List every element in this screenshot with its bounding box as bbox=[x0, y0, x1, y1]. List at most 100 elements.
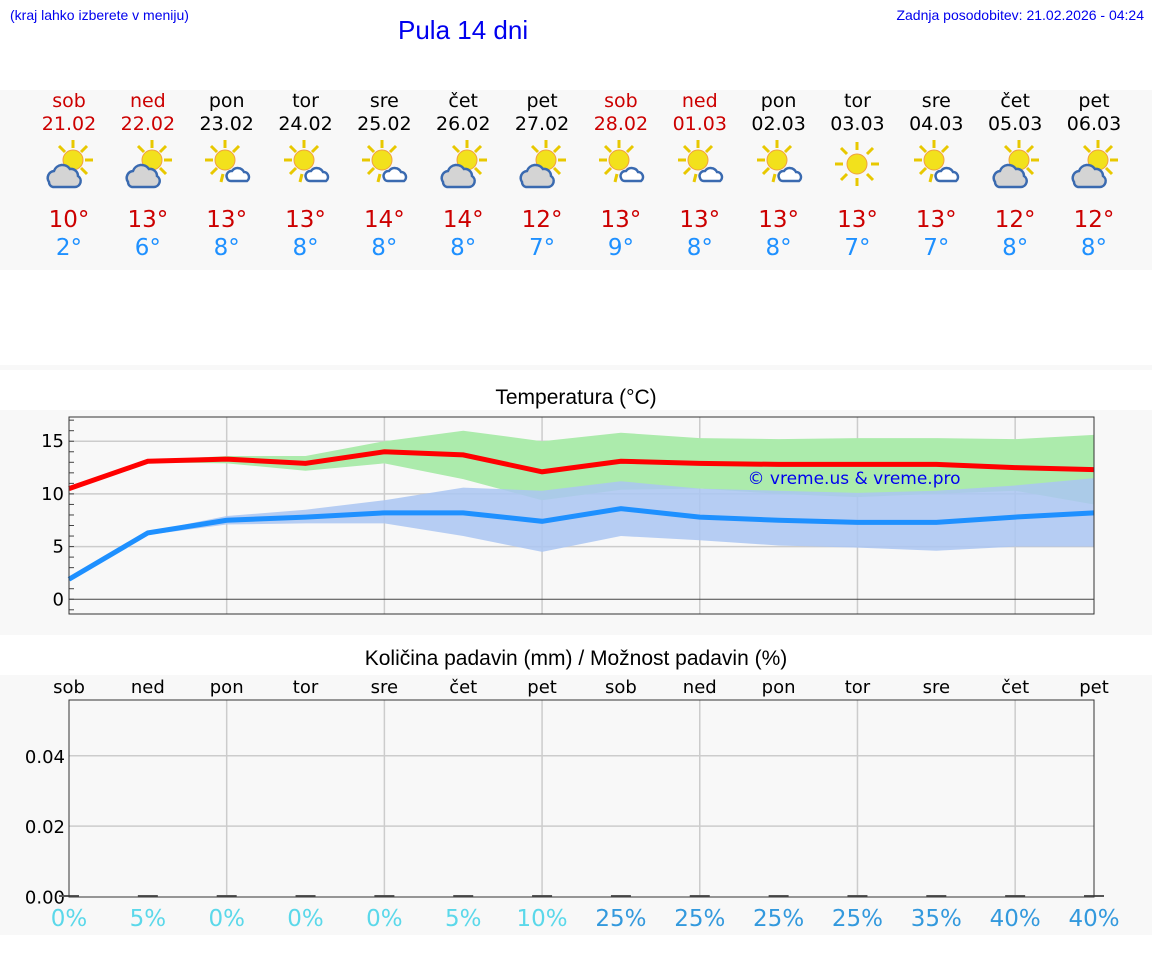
max-temperature: 13° bbox=[758, 207, 799, 233]
max-temperature: 13° bbox=[915, 207, 957, 233]
min-temperature: 8° bbox=[450, 235, 477, 261]
y-tick-label: 0 bbox=[53, 589, 64, 610]
day-date: 27.02 bbox=[514, 113, 570, 135]
sun-small-cloud-icon bbox=[344, 138, 424, 190]
max-temperature: 12° bbox=[1073, 207, 1115, 233]
precipitation-bar bbox=[847, 895, 868, 897]
day-label: pet bbox=[527, 677, 557, 698]
precipitation-bar bbox=[137, 895, 158, 897]
day-column: pet 06.03 12° 8° bbox=[1054, 90, 1134, 262]
day-label: čet bbox=[449, 677, 477, 698]
precipitation-bar bbox=[374, 895, 395, 897]
min-temperature: 8° bbox=[213, 235, 240, 261]
min-temperature: 2° bbox=[55, 235, 83, 261]
day-date: 03.03 bbox=[830, 113, 885, 135]
plot-frame bbox=[68, 699, 1095, 898]
day-name: pet bbox=[526, 90, 558, 112]
min-temperature: 6° bbox=[134, 235, 161, 261]
precipitation-bar bbox=[216, 895, 237, 897]
plot-area bbox=[69, 700, 1094, 897]
max-temperature: 12° bbox=[521, 207, 563, 233]
min-temperature: 8° bbox=[765, 235, 792, 261]
day-name: pet bbox=[1078, 90, 1110, 112]
y-tick-label: 0.00 bbox=[25, 887, 65, 908]
max-temperature: 13° bbox=[600, 207, 642, 233]
precipitation-probability: 5% bbox=[130, 906, 167, 932]
sun-small-cloud-icon bbox=[187, 138, 267, 190]
precipitation-probability: 0% bbox=[51, 906, 88, 932]
precipitation-bar bbox=[453, 895, 474, 897]
last-updated: Zadnja posodobitev: 21.02.2026 - 04:24 bbox=[896, 7, 1144, 23]
day-column: pet 27.02 12° 7° bbox=[502, 90, 582, 262]
day-date: 21.02 bbox=[41, 113, 97, 135]
day-column: sre 25.02 14° 8° bbox=[344, 90, 424, 262]
sun-cloud-icon bbox=[29, 138, 109, 190]
sun-small-cloud-icon bbox=[660, 138, 740, 190]
day-date: 23.02 bbox=[199, 113, 254, 135]
day-column: čet 05.03 12° 8° bbox=[975, 90, 1055, 262]
sun-cloud-icon bbox=[502, 138, 582, 190]
max-temperature: 14° bbox=[363, 207, 405, 233]
temperature-chart-title: Temperatura (°C) bbox=[495, 386, 657, 409]
min-temperature: 8° bbox=[292, 235, 319, 261]
watermark: © vreme.us & vreme.pro bbox=[747, 469, 960, 489]
day-date: 28.02 bbox=[593, 113, 649, 135]
max-temperature: 12° bbox=[994, 207, 1036, 233]
day-column: sob 28.02 13° 9° bbox=[581, 90, 661, 262]
precipitation-probability: 40% bbox=[1068, 906, 1119, 932]
day-name: tor bbox=[292, 90, 319, 112]
day-label: pon bbox=[210, 677, 244, 698]
precipitation-bar bbox=[295, 895, 316, 897]
y-tick-label: 15 bbox=[41, 431, 64, 452]
day-date: 25.02 bbox=[357, 113, 412, 135]
day-name: ned bbox=[681, 90, 718, 112]
day-column: sob 21.02 10° 2° bbox=[29, 90, 109, 262]
day-label: ned bbox=[683, 677, 717, 698]
precipitation-probability: 0% bbox=[287, 906, 324, 932]
day-date: 26.02 bbox=[436, 113, 491, 135]
y-tick-label: 0.02 bbox=[25, 817, 65, 838]
day-column: ned 22.02 13° 6° bbox=[108, 90, 188, 262]
day-name: sob bbox=[52, 90, 86, 112]
precipitation-probability: 25% bbox=[595, 906, 646, 932]
day-label: čet bbox=[1001, 677, 1029, 698]
precipitation-probability: 25% bbox=[674, 906, 725, 932]
precipitation-probability: 25% bbox=[753, 906, 804, 932]
day-label: sre bbox=[923, 677, 950, 698]
day-name: sre bbox=[369, 90, 399, 112]
sun-cloud-icon bbox=[975, 138, 1055, 190]
y-tick-label: 10 bbox=[41, 484, 64, 505]
day-name: čet bbox=[1000, 90, 1030, 112]
min-temperature: 7° bbox=[923, 235, 950, 261]
day-column: pon 02.03 13° 8° bbox=[739, 90, 819, 262]
precipitation-chart-title: Količina padavin (mm) / Možnost padavin … bbox=[364, 647, 788, 670]
location-hint: (kraj lahko izberete v meniju) bbox=[10, 7, 189, 23]
day-label: sob bbox=[53, 677, 85, 698]
min-temperature: 8° bbox=[371, 235, 398, 261]
max-temperature: 10° bbox=[48, 207, 90, 233]
precipitation-probability: 0% bbox=[366, 906, 403, 932]
min-temperature: 8° bbox=[1080, 235, 1108, 261]
daily-forecast-strip: sob 21.02 10° 2° ned 22.02 13° 6° pon 23.0… bbox=[0, 90, 1152, 270]
max-temperature-line bbox=[68, 449, 1095, 491]
sun-cloud-icon bbox=[108, 138, 188, 190]
min-temperature-line bbox=[67, 506, 1095, 582]
precipitation-probability: 10% bbox=[517, 906, 568, 932]
day-label: sre bbox=[371, 677, 398, 698]
page-title: Pula 14 dni bbox=[398, 15, 529, 45]
precipitation-probability: 40% bbox=[990, 906, 1041, 932]
day-name: sob bbox=[604, 90, 638, 112]
precipitation-probability: 25% bbox=[832, 906, 883, 932]
day-label: tor bbox=[293, 677, 319, 698]
day-label: pet bbox=[1079, 677, 1109, 698]
day-name: sre bbox=[921, 90, 951, 112]
sun-cloud-icon bbox=[423, 138, 503, 190]
precipitation-bar bbox=[532, 895, 553, 897]
day-column: pon 23.02 13° 8° bbox=[187, 90, 267, 262]
day-date: 01.03 bbox=[672, 113, 727, 135]
day-name: pon bbox=[208, 90, 245, 112]
sun-small-cloud-icon bbox=[266, 138, 346, 190]
precipitation-bar bbox=[768, 895, 789, 897]
day-date: 06.03 bbox=[1066, 113, 1122, 135]
